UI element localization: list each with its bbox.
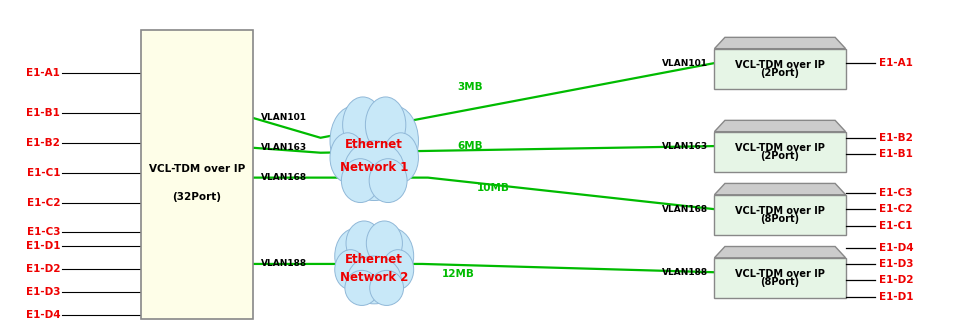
Text: E1-C1: E1-C1: [879, 220, 912, 231]
Text: E1-D1: E1-D1: [26, 241, 60, 251]
Ellipse shape: [334, 250, 366, 290]
Text: 12MB: 12MB: [441, 269, 474, 279]
Polygon shape: [714, 37, 846, 49]
Ellipse shape: [344, 141, 404, 201]
Text: E1-C1: E1-C1: [27, 168, 60, 178]
Text: VCL-TDM over IP: VCL-TDM over IP: [735, 206, 825, 216]
Text: E1-B2: E1-B2: [879, 133, 913, 143]
Text: E1-B1: E1-B1: [26, 108, 60, 118]
FancyBboxPatch shape: [141, 30, 253, 319]
Ellipse shape: [370, 106, 418, 176]
Ellipse shape: [366, 221, 402, 266]
Ellipse shape: [345, 270, 379, 305]
Ellipse shape: [330, 106, 378, 176]
Text: E1-A1: E1-A1: [879, 58, 913, 68]
Text: E1-C2: E1-C2: [27, 198, 60, 208]
Text: (8Port): (8Port): [760, 214, 800, 224]
Text: (32Port): (32Port): [172, 193, 222, 203]
Ellipse shape: [369, 159, 407, 203]
Polygon shape: [714, 246, 846, 258]
Text: E1-C2: E1-C2: [879, 204, 912, 214]
Ellipse shape: [343, 230, 405, 301]
Text: VLAN163: VLAN163: [662, 141, 708, 151]
Ellipse shape: [365, 97, 406, 153]
Text: E1-D1: E1-D1: [879, 292, 913, 302]
Text: Network 1: Network 1: [340, 161, 408, 174]
Text: VLAN101: VLAN101: [260, 113, 306, 123]
Text: (2Port): (2Port): [760, 151, 800, 161]
Text: VCL-TDM over IP: VCL-TDM over IP: [735, 269, 825, 279]
FancyBboxPatch shape: [714, 132, 846, 172]
Ellipse shape: [383, 133, 419, 183]
Text: VLAN168: VLAN168: [260, 173, 306, 182]
Ellipse shape: [347, 256, 401, 304]
Text: E1-A1: E1-A1: [26, 68, 60, 78]
Text: VLAN168: VLAN168: [662, 205, 708, 214]
Polygon shape: [714, 120, 846, 132]
Text: VLAN188: VLAN188: [662, 268, 708, 277]
Text: VCL-TDM over IP: VCL-TDM over IP: [735, 60, 825, 70]
Text: E1-D3: E1-D3: [26, 287, 60, 297]
Text: VLAN188: VLAN188: [260, 259, 306, 269]
FancyBboxPatch shape: [714, 195, 846, 235]
Text: 6MB: 6MB: [457, 141, 483, 151]
Text: E1-D4: E1-D4: [879, 243, 914, 253]
Polygon shape: [714, 183, 846, 195]
Text: E1-D2: E1-D2: [26, 264, 60, 274]
Ellipse shape: [382, 250, 414, 290]
Text: VCL-TDM over IP: VCL-TDM over IP: [735, 143, 825, 153]
Text: 3MB: 3MB: [457, 82, 483, 92]
Text: E1-D4: E1-D4: [25, 310, 60, 320]
Ellipse shape: [343, 97, 383, 153]
Text: Network 2: Network 2: [340, 271, 408, 284]
Text: E1-B1: E1-B1: [879, 149, 913, 159]
Text: Ethernet: Ethernet: [345, 138, 403, 151]
Text: E1-B2: E1-B2: [26, 138, 60, 148]
Text: 10MB: 10MB: [476, 183, 509, 193]
FancyBboxPatch shape: [714, 258, 846, 298]
Text: Ethernet: Ethernet: [345, 253, 403, 266]
Ellipse shape: [330, 133, 365, 183]
Text: VLAN101: VLAN101: [662, 58, 708, 68]
Text: (2Port): (2Port): [760, 68, 800, 78]
Text: E1-C3: E1-C3: [27, 227, 60, 237]
Ellipse shape: [339, 108, 409, 198]
Ellipse shape: [346, 221, 382, 266]
Ellipse shape: [371, 228, 414, 284]
Text: VLAN163: VLAN163: [260, 143, 306, 152]
Text: (8Port): (8Port): [760, 277, 800, 287]
Text: E1-C3: E1-C3: [879, 188, 912, 198]
Text: VCL-TDM over IP: VCL-TDM over IP: [149, 164, 245, 174]
FancyBboxPatch shape: [714, 49, 846, 89]
Ellipse shape: [341, 159, 379, 203]
Ellipse shape: [369, 270, 403, 305]
Text: E1-D2: E1-D2: [879, 276, 913, 286]
Text: E1-D3: E1-D3: [879, 259, 913, 269]
Ellipse shape: [334, 228, 377, 284]
